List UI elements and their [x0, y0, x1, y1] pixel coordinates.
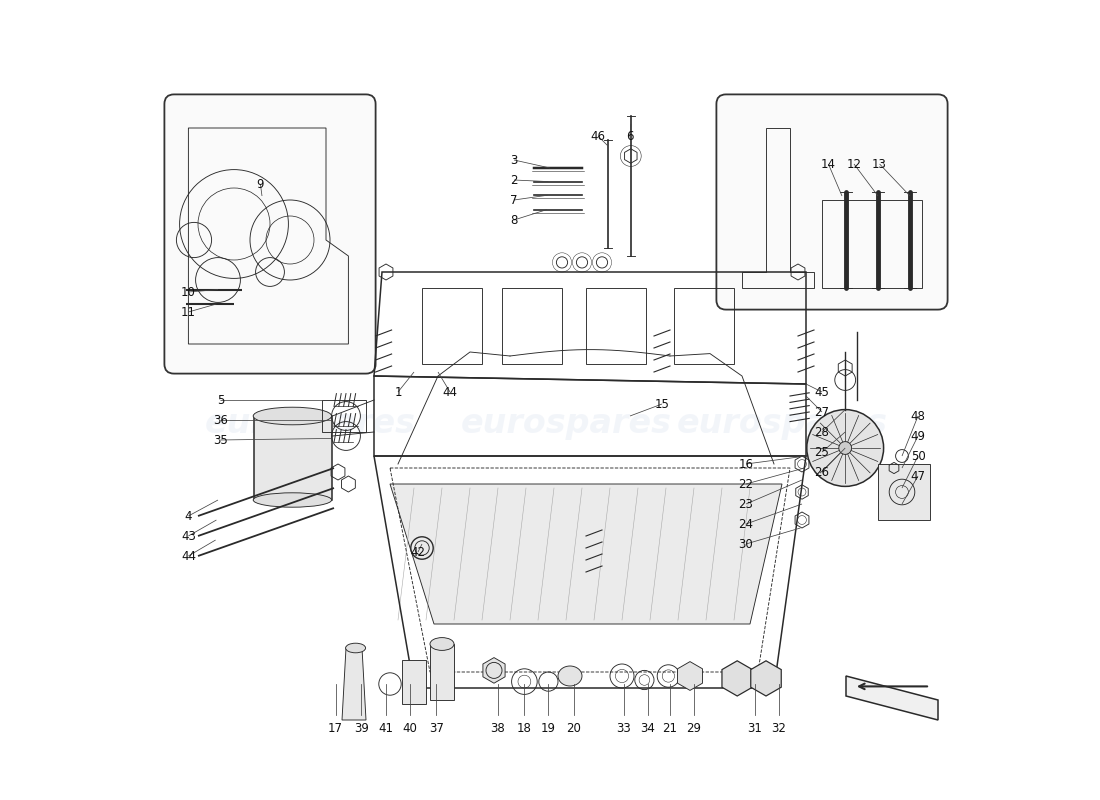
- Text: 44: 44: [442, 386, 458, 398]
- Polygon shape: [751, 661, 781, 696]
- Text: 41: 41: [378, 722, 394, 734]
- Text: eurospares: eurospares: [676, 407, 888, 441]
- Text: 46: 46: [591, 130, 605, 142]
- Text: 36: 36: [213, 414, 228, 426]
- Text: 16: 16: [738, 458, 754, 470]
- Text: 11: 11: [180, 306, 196, 318]
- Text: 49: 49: [911, 430, 925, 442]
- Ellipse shape: [558, 666, 582, 686]
- Text: 17: 17: [328, 722, 343, 734]
- Text: 29: 29: [686, 722, 702, 734]
- Polygon shape: [878, 464, 930, 520]
- Text: 3: 3: [510, 154, 518, 166]
- FancyBboxPatch shape: [164, 94, 375, 374]
- Text: 50: 50: [911, 450, 925, 462]
- Text: 45: 45: [815, 386, 829, 398]
- Polygon shape: [483, 658, 505, 683]
- Text: 28: 28: [815, 426, 829, 438]
- Text: 33: 33: [616, 722, 631, 734]
- Text: 31: 31: [747, 722, 762, 734]
- Text: 30: 30: [738, 538, 754, 550]
- Text: 23: 23: [738, 498, 754, 510]
- Text: 8: 8: [510, 214, 518, 226]
- Text: 22: 22: [738, 478, 754, 490]
- Polygon shape: [254, 416, 332, 500]
- Circle shape: [806, 410, 883, 486]
- Polygon shape: [722, 661, 752, 696]
- Text: 7: 7: [510, 194, 518, 206]
- Text: 20: 20: [566, 722, 582, 734]
- Polygon shape: [430, 644, 454, 700]
- FancyBboxPatch shape: [716, 94, 947, 310]
- Text: 6: 6: [626, 130, 634, 142]
- Text: 38: 38: [491, 722, 505, 734]
- Text: 18: 18: [517, 722, 531, 734]
- Polygon shape: [402, 660, 426, 704]
- Text: 39: 39: [354, 722, 368, 734]
- Text: 32: 32: [771, 722, 786, 734]
- Polygon shape: [678, 662, 703, 690]
- Text: 13: 13: [872, 158, 887, 170]
- Text: 4: 4: [185, 510, 192, 522]
- Text: 5: 5: [217, 394, 224, 406]
- Ellipse shape: [430, 638, 454, 650]
- Text: 12: 12: [847, 158, 861, 170]
- Text: 9: 9: [256, 178, 264, 190]
- Text: 14: 14: [821, 158, 836, 170]
- Text: 26: 26: [814, 466, 829, 478]
- Text: 1: 1: [394, 386, 402, 398]
- Text: eurospares: eurospares: [461, 407, 671, 441]
- Text: 48: 48: [911, 410, 925, 422]
- Text: 19: 19: [541, 722, 556, 734]
- Text: 2: 2: [510, 174, 518, 186]
- Text: 40: 40: [403, 722, 417, 734]
- Text: 35: 35: [213, 434, 228, 446]
- Text: 27: 27: [814, 406, 829, 418]
- Polygon shape: [390, 484, 782, 624]
- Circle shape: [839, 442, 851, 454]
- Ellipse shape: [345, 643, 365, 653]
- Text: 10: 10: [182, 286, 196, 298]
- Text: 42: 42: [410, 546, 426, 558]
- Polygon shape: [342, 648, 366, 720]
- Text: 44: 44: [180, 550, 196, 562]
- Ellipse shape: [253, 493, 331, 507]
- Text: 34: 34: [640, 722, 654, 734]
- Text: 37: 37: [429, 722, 443, 734]
- Text: 15: 15: [654, 398, 670, 410]
- Ellipse shape: [253, 407, 331, 425]
- Text: 24: 24: [738, 518, 754, 530]
- Text: eurospares: eurospares: [205, 407, 416, 441]
- Text: 43: 43: [182, 530, 196, 542]
- Text: 25: 25: [815, 446, 829, 458]
- Text: 47: 47: [911, 470, 925, 482]
- Polygon shape: [846, 676, 938, 720]
- Text: 21: 21: [662, 722, 678, 734]
